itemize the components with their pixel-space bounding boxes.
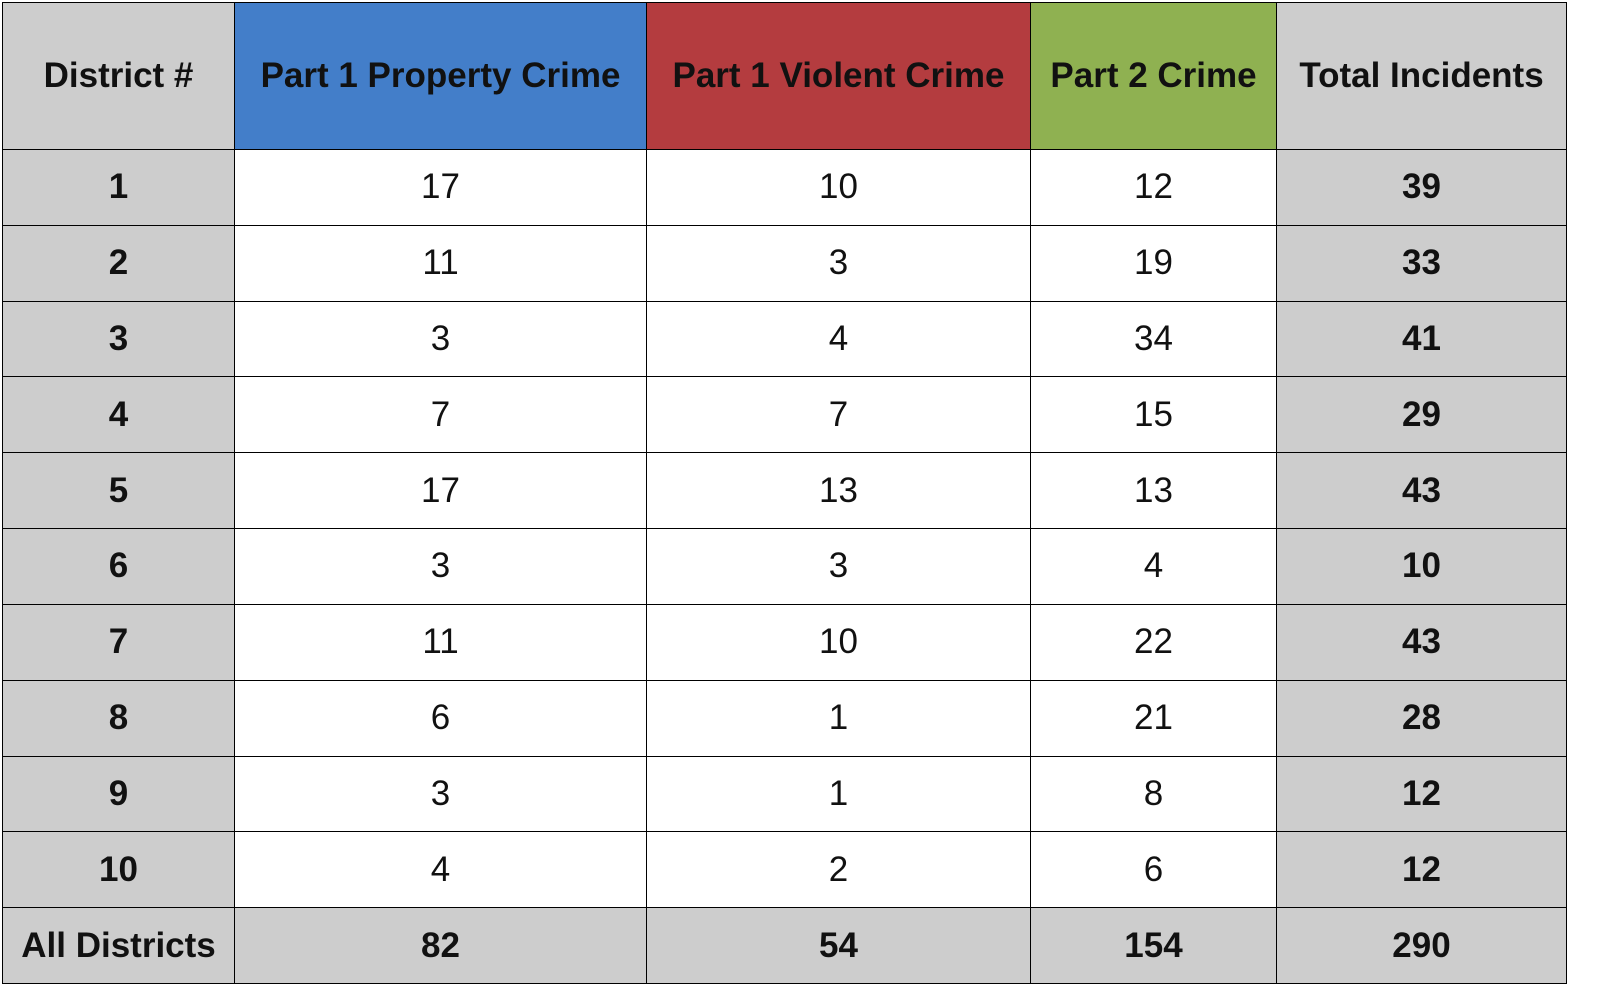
part2-cell: 6 — [1030, 831, 1277, 909]
property-cell: 17 — [234, 452, 647, 530]
part2-cell: 34 — [1030, 300, 1277, 378]
district-cell: 9 — [2, 755, 235, 833]
district-cell: 4 — [2, 376, 235, 454]
header-property-crime: Part 1 Property Crime — [234, 2, 647, 150]
property-total-cell: 82 — [234, 907, 647, 984]
header-row: District # Part 1 Property Crime Part 1 … — [2, 2, 1567, 150]
part2-cell: 22 — [1030, 603, 1277, 681]
table-body: 1 17 10 12 39 2 11 3 19 33 3 3 4 34 41 4… — [2, 149, 1567, 984]
header-district: District # — [2, 2, 235, 150]
table-row: 7 11 10 22 43 — [2, 603, 1567, 681]
table-row: 6 3 3 4 10 — [2, 528, 1567, 605]
violent-cell: 2 — [646, 831, 1031, 909]
violent-cell: 7 — [646, 376, 1031, 454]
all-districts-label: All Districts — [2, 907, 235, 984]
violent-cell: 10 — [646, 603, 1031, 681]
property-cell: 11 — [234, 224, 647, 302]
total-cell: 41 — [1276, 300, 1567, 378]
table-row: 10 4 2 6 12 — [2, 831, 1567, 909]
violent-cell: 3 — [646, 224, 1031, 302]
total-cell: 43 — [1276, 603, 1567, 681]
district-cell: 1 — [2, 149, 235, 226]
total-cell: 39 — [1276, 149, 1567, 226]
part2-cell: 8 — [1030, 755, 1277, 833]
all-districts-row: All Districts 82 54 154 290 — [2, 907, 1567, 984]
district-cell: 8 — [2, 679, 235, 757]
property-cell: 3 — [234, 755, 647, 833]
violent-cell: 4 — [646, 300, 1031, 378]
district-cell: 7 — [2, 603, 235, 681]
part2-total-cell: 154 — [1030, 907, 1277, 984]
header-violent-crime: Part 1 Violent Crime — [646, 2, 1031, 150]
part2-cell: 13 — [1030, 452, 1277, 530]
total-cell: 28 — [1276, 679, 1567, 757]
total-cell: 12 — [1276, 831, 1567, 909]
property-cell: 6 — [234, 679, 647, 757]
table-row: 8 6 1 21 28 — [2, 679, 1567, 757]
total-cell: 33 — [1276, 224, 1567, 302]
part2-cell: 4 — [1030, 528, 1277, 605]
property-cell: 11 — [234, 603, 647, 681]
violent-total-cell: 54 — [646, 907, 1031, 984]
grand-total-cell: 290 — [1276, 907, 1567, 984]
total-cell: 12 — [1276, 755, 1567, 833]
violent-cell: 3 — [646, 528, 1031, 605]
violent-cell: 1 — [646, 679, 1031, 757]
district-cell: 5 — [2, 452, 235, 530]
district-cell: 10 — [2, 831, 235, 909]
crime-incidents-table: District # Part 1 Property Crime Part 1 … — [2, 2, 1567, 984]
property-cell: 4 — [234, 831, 647, 909]
district-cell: 6 — [2, 528, 235, 605]
property-cell: 3 — [234, 300, 647, 378]
part2-cell: 19 — [1030, 224, 1277, 302]
table-row: 4 7 7 15 29 — [2, 376, 1567, 454]
header-part2-crime: Part 2 Crime — [1030, 2, 1277, 150]
total-cell: 29 — [1276, 376, 1567, 454]
district-cell: 3 — [2, 300, 235, 378]
table-row: 9 3 1 8 12 — [2, 755, 1567, 833]
total-cell: 43 — [1276, 452, 1567, 530]
table-row: 2 11 3 19 33 — [2, 224, 1567, 302]
header-total-incidents: Total Incidents — [1276, 2, 1567, 150]
property-cell: 3 — [234, 528, 647, 605]
table-row: 3 3 4 34 41 — [2, 300, 1567, 378]
total-cell: 10 — [1276, 528, 1567, 605]
property-cell: 17 — [234, 149, 647, 226]
table-row: 1 17 10 12 39 — [2, 149, 1567, 226]
violent-cell: 10 — [646, 149, 1031, 226]
table-row: 5 17 13 13 43 — [2, 452, 1567, 530]
property-cell: 7 — [234, 376, 647, 454]
part2-cell: 12 — [1030, 149, 1277, 226]
violent-cell: 13 — [646, 452, 1031, 530]
part2-cell: 21 — [1030, 679, 1277, 757]
violent-cell: 1 — [646, 755, 1031, 833]
district-cell: 2 — [2, 224, 235, 302]
part2-cell: 15 — [1030, 376, 1277, 454]
